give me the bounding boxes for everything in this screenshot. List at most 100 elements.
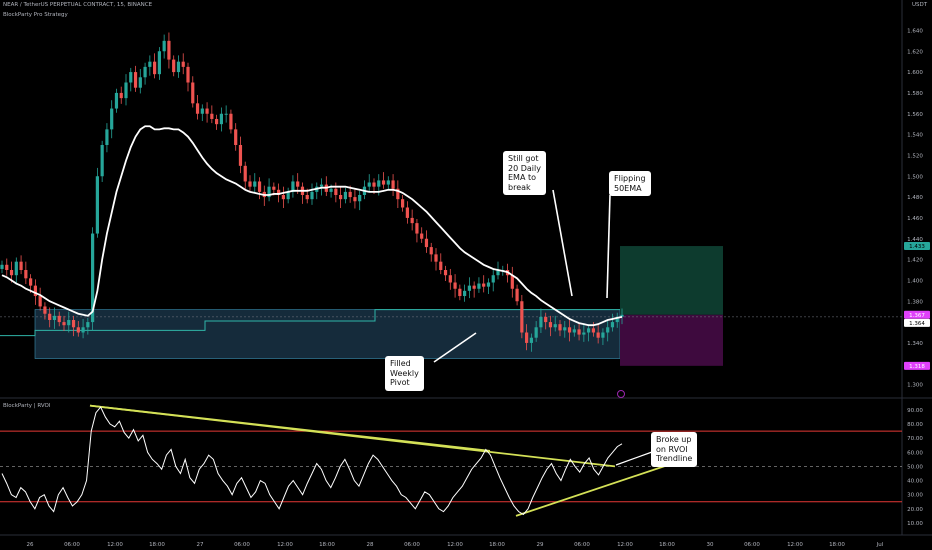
candle-body xyxy=(472,285,476,289)
candle-body xyxy=(129,72,133,83)
candle-body xyxy=(372,182,376,187)
candle-body xyxy=(5,264,9,270)
candle-body xyxy=(172,59,176,73)
candle-body xyxy=(520,301,524,333)
price-tick-label: 1.580 xyxy=(907,91,923,97)
time-tick-label: 06:00 xyxy=(744,542,760,548)
candle-body xyxy=(424,238,429,248)
symbol-title: NEAR / TetherUS PERPETUAL CONTRACT, 15, … xyxy=(3,2,153,8)
time-tick-label: 29 xyxy=(537,542,544,548)
candle-body xyxy=(57,315,61,323)
candle-body xyxy=(391,180,395,189)
price-tick-label: 1.340 xyxy=(907,341,923,347)
candle-body xyxy=(253,181,257,187)
candle-body xyxy=(76,327,80,333)
pivot-step-line xyxy=(0,309,622,337)
rvoi-label: BlockParty | RVOI xyxy=(3,403,51,409)
time-tick-label: 06:00 xyxy=(574,542,590,548)
candle-body xyxy=(205,108,209,114)
price-tick-label: 1.540 xyxy=(907,133,923,139)
candle-body xyxy=(296,181,300,187)
candle-body xyxy=(515,288,519,302)
candle-body xyxy=(281,195,285,200)
price-tag xyxy=(904,310,930,319)
candle-body xyxy=(81,327,85,333)
price-tag-label: 1.364 xyxy=(909,321,925,327)
candle-body xyxy=(339,195,343,200)
candle-body xyxy=(71,320,76,328)
candle-body xyxy=(243,165,247,182)
candle-body xyxy=(420,233,424,239)
candle-body xyxy=(95,176,99,234)
candle-body xyxy=(267,186,271,198)
time-tick-label: 06:00 xyxy=(64,542,80,548)
candle-body xyxy=(319,184,324,187)
ema-line xyxy=(1,125,623,327)
time-tick-label: Jul xyxy=(876,542,884,548)
event-marker xyxy=(617,390,625,398)
candle-body xyxy=(415,223,419,234)
candle-body xyxy=(410,217,414,224)
time-tick-label: 18:00 xyxy=(149,542,165,548)
time-tick-label: 30 xyxy=(707,542,714,548)
candle-body xyxy=(577,329,581,335)
rvoi-trendline xyxy=(89,404,491,452)
time-tick-label: 27 xyxy=(197,542,204,548)
candle-body xyxy=(286,191,290,200)
rvoi-tick-label: 90.00 xyxy=(907,408,923,414)
candle-body xyxy=(620,314,624,317)
price-tick-label: 1.440 xyxy=(907,237,923,243)
candle-body xyxy=(582,332,586,335)
candle-body xyxy=(529,337,533,343)
candle-body xyxy=(486,282,491,287)
annotation-pointer xyxy=(552,189,573,297)
candle-body xyxy=(238,145,243,166)
candle-body xyxy=(396,188,400,200)
candle-body xyxy=(119,92,123,99)
candle-body xyxy=(496,270,500,276)
candle-body xyxy=(548,322,553,328)
candle-body xyxy=(48,313,52,320)
annotation-pointer xyxy=(433,332,477,363)
candle-body xyxy=(100,145,104,177)
candle-body xyxy=(434,254,438,262)
candle-body xyxy=(610,322,615,328)
candle-body xyxy=(43,306,47,314)
candle-body xyxy=(153,61,157,75)
price-tick-label: 1.420 xyxy=(907,258,923,264)
candle-body xyxy=(572,329,576,333)
candle-body xyxy=(463,290,467,297)
candle-body xyxy=(539,316,543,328)
time-tick-label: 18:00 xyxy=(829,542,845,548)
annotation-still-got: Still got 20 Daily EMA to break xyxy=(503,151,546,195)
rvoi-line xyxy=(1,406,623,516)
candle-body xyxy=(219,113,223,125)
stop-zone xyxy=(620,314,723,366)
candle-body xyxy=(215,118,219,125)
rvoi-tick-label: 10.00 xyxy=(907,521,923,527)
candle-body xyxy=(334,188,338,195)
candle-body xyxy=(381,180,386,185)
candle-body xyxy=(534,327,538,338)
candle-body xyxy=(191,82,195,104)
rvoi-trendline xyxy=(515,464,669,517)
price-tick-label: 1.380 xyxy=(907,299,923,305)
candle-body xyxy=(477,283,481,289)
rvoi-tick-label: 40.00 xyxy=(907,479,923,485)
candle-body xyxy=(143,66,147,78)
price-tag-label: 1.318 xyxy=(909,364,925,370)
candle-body xyxy=(482,283,486,287)
candle-body xyxy=(181,61,185,67)
candle-body xyxy=(24,270,28,279)
time-tick-label: 12:00 xyxy=(107,542,123,548)
candle-body xyxy=(448,275,452,283)
candle-body xyxy=(167,40,171,60)
candle-body xyxy=(138,77,142,88)
candle-body xyxy=(114,92,119,109)
candle-body xyxy=(195,103,200,114)
rvoi-tick-label: 50.00 xyxy=(907,464,923,470)
price-tick-label: 1.640 xyxy=(907,28,923,34)
candle-body xyxy=(91,233,95,323)
time-tick-label: 28 xyxy=(367,542,374,548)
